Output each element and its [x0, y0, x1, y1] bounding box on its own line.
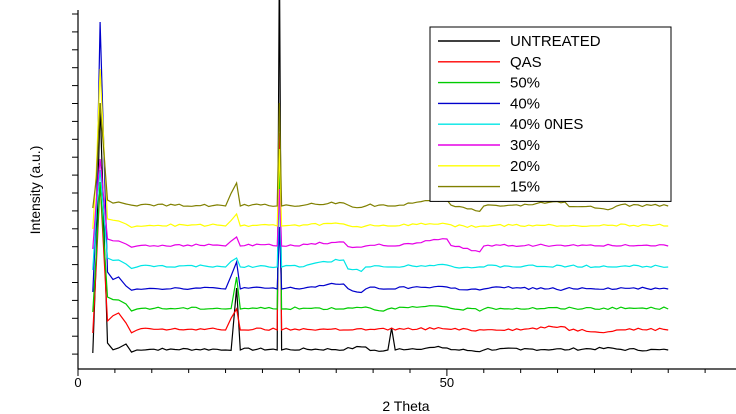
series-line-1	[92, 132, 669, 334]
series-line-2	[92, 151, 669, 313]
legend-entry: 40%	[510, 95, 540, 112]
legend-entry: 50%	[510, 75, 540, 92]
legend-entry: UNTREATED	[510, 33, 601, 50]
legend-entry: 20%	[510, 158, 540, 175]
series-line-4	[92, 169, 669, 273]
series-line-0	[92, 0, 669, 354]
series-line-5	[92, 158, 669, 253]
x-axis-label: 2 Theta	[382, 398, 429, 414]
legend-entry: 15%	[510, 179, 540, 196]
series-line-3	[92, 21, 669, 294]
legend-entry: 40% 0NES	[510, 116, 583, 133]
legend: UNTREATED QAS 50% 40% 40% 0NES 30% 20% 15%	[429, 26, 672, 202]
x-tick-label: 50	[440, 375, 454, 390]
legend-entry: QAS	[510, 54, 542, 71]
legend-box	[429, 26, 672, 202]
series-layer	[92, 0, 669, 354]
series-line-7	[92, 102, 669, 212]
axes-layer: 0 50	[72, 10, 736, 390]
series-line-6	[92, 68, 669, 230]
x-tick-label: 0	[74, 375, 81, 390]
legend-entry: 30%	[510, 137, 540, 154]
y-axis-label: Intensity (a.u.)	[27, 146, 43, 235]
